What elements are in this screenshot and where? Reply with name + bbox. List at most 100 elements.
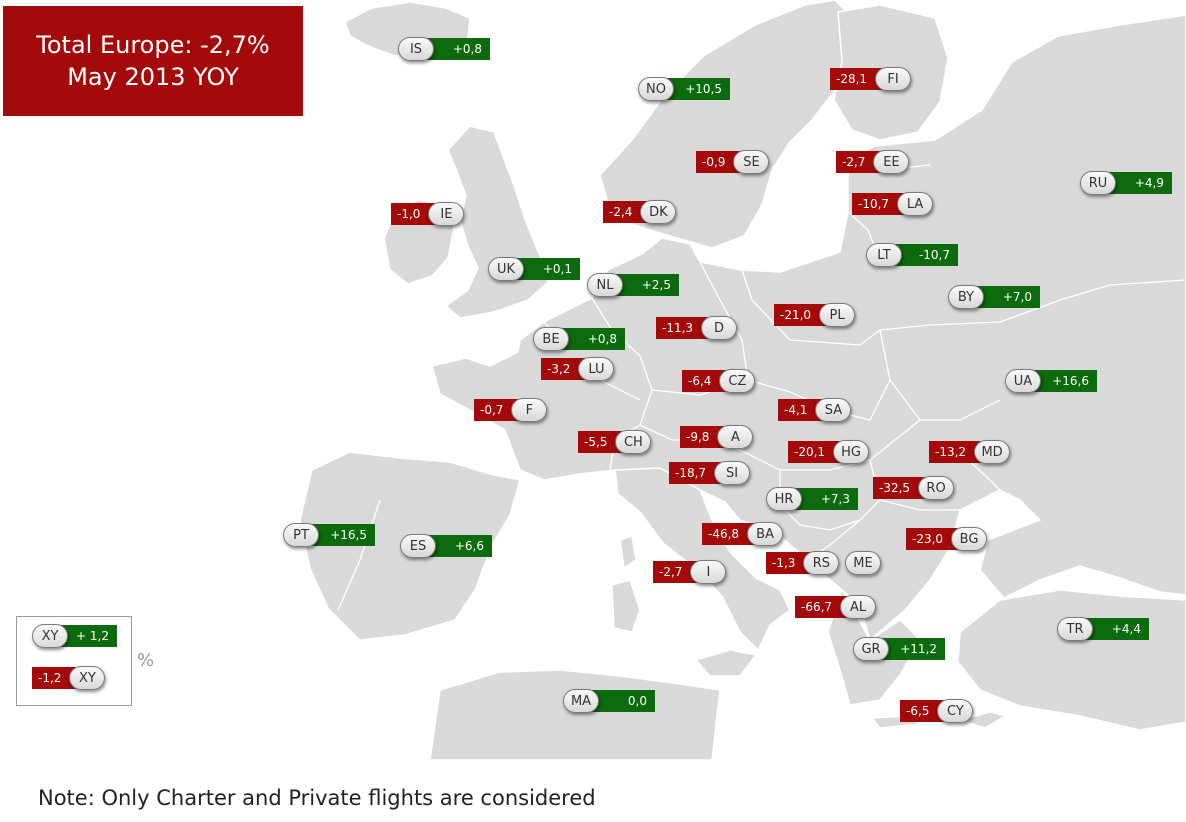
country-code: CZ [719,369,756,393]
country-code: LT [866,243,902,267]
country-value: -18,7 [669,462,729,484]
country-value: +2,5 [609,274,679,296]
badge-d: -11,3 D [656,316,738,340]
country-code: IS [398,37,434,61]
country-code: RU [1080,171,1116,195]
country-code: BA [747,522,784,546]
badge-cz: -6,4 CZ [682,369,756,393]
country-value: -66,7 [795,596,855,618]
country-value: -11,3 [656,317,716,339]
badge-pl: -21,0 PL [774,303,856,327]
badge-ua: UA +16,6 [1005,369,1097,393]
country-code: F [511,398,548,422]
country-code: HG [833,440,870,464]
country-value: -10,7 [888,244,958,266]
legend-value: + 1,2 [54,625,117,647]
badge-is: IS +0,8 [398,37,490,61]
turkey-shape [957,589,1186,731]
country-value: +0,8 [420,38,490,60]
country-code: BG [951,527,988,551]
mainland-shape [431,14,1186,642]
badge-ru: RU +4,9 [1080,171,1172,195]
country-value: -10,7 [852,193,912,215]
italy-shape [614,467,791,652]
badge-lt: LT -10,7 [866,243,958,267]
country-value: +7,0 [970,286,1040,308]
corsica-shape [619,535,637,570]
country-value: -23,0 [906,528,966,550]
country-code: A [717,425,754,449]
sardinia-shape [611,579,641,633]
country-code: TR [1057,617,1093,641]
badge-hg: -20,1 HG [788,440,870,464]
country-value: -20,1 [788,441,848,463]
badge-pt: PT +16,5 [283,523,375,547]
badge-la: -10,7 LA [852,192,934,216]
country-code: BE [533,327,569,351]
country-value: -46,8 [702,523,762,545]
legend-code: XY [32,624,68,648]
badge-f: -0,7 F [474,398,548,422]
badge-no: NO +10,5 [638,77,730,101]
country-code: PL [819,303,856,327]
country-code: GR [853,637,889,661]
country-code: PT [283,523,319,547]
badge-ee: -2,7 EE [836,150,910,174]
country-value: +16,6 [1027,370,1097,392]
country-code: DK [640,200,677,224]
badge-cy: -6,5 CY [900,699,974,723]
country-value: -28,1 [830,68,890,90]
badge-es: ES +6,6 [400,534,492,558]
badge-hr: HR +7,3 [766,487,858,511]
north-africa-shape [429,669,721,760]
country-code: NO [638,77,674,101]
badge-i: -2,7 I [653,560,727,584]
country-code: IE [428,202,465,226]
country-code: SA [815,398,852,422]
country-code: FI [875,67,912,91]
country-value: 0,0 [585,690,655,712]
country-code: ME [845,551,881,575]
badge-be: BE +0,8 [533,327,625,351]
country-code: I [690,560,727,584]
sicily-shape [694,649,758,677]
country-value: +6,6 [422,535,492,557]
country-value: +4,4 [1079,618,1149,640]
country-code: UA [1005,369,1041,393]
country-code: UK [488,257,524,281]
badge-se: -0,9 SE [696,150,770,174]
badge-md: -13,2 MD [929,440,1011,464]
footnote: Note: Only Charter and Private flights a… [38,786,596,810]
badge-ma: MA 0,0 [563,689,655,713]
country-value: +0,8 [555,328,625,350]
badge-ch: -5,5 CH [578,430,652,454]
badge-si: -18,7 SI [669,461,751,485]
country-code: LU [578,357,615,381]
country-code: D [701,316,738,340]
badge-fi: -28,1 FI [830,67,912,91]
country-code: NL [587,273,623,297]
title-line2: May 2013 YOY [67,63,239,91]
country-value: -21,0 [774,304,834,326]
country-value: +7,3 [788,488,858,510]
title-line1: Total Europe: -2,7% [36,31,270,59]
badge-rs: -1,3 RS [766,551,840,575]
country-code: MA [563,689,599,713]
country-code: RS [803,551,840,575]
country-code: SI [714,461,751,485]
country-value: +4,9 [1102,172,1172,194]
country-code: SE [733,150,770,174]
badge-gr: GR +11,2 [853,637,945,661]
badge-by: BY +7,0 [948,285,1040,309]
country-code: CY [937,699,974,723]
country-code: EE [873,150,910,174]
badge-nl: NL +2,5 [587,273,679,297]
country-code: ES [400,534,436,558]
legend-unit: % [137,650,155,671]
country-value: +0,1 [510,258,580,280]
country-code: MD [974,440,1011,464]
legend-negative: -1,2 XY [32,666,106,690]
country-value: +11,2 [875,638,945,660]
badge-tr: TR +4,4 [1057,617,1149,641]
country-code: AL [840,595,877,619]
